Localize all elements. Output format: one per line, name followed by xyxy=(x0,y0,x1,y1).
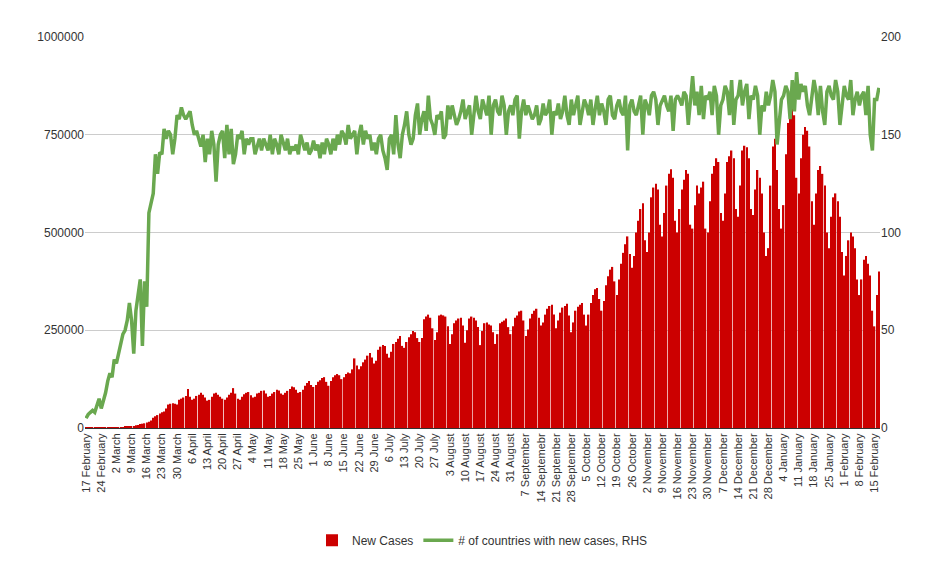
svg-text:New Cases: New Cases xyxy=(352,534,413,548)
svg-text:# of countries with new cases,: # of countries with new cases, RHS xyxy=(458,534,647,548)
svg-text:21 December: 21 December xyxy=(747,433,759,499)
svg-text:19 October: 19 October xyxy=(610,433,622,488)
svg-text:150: 150 xyxy=(881,128,901,142)
svg-text:20 April: 20 April xyxy=(216,433,228,470)
svg-text:8 June: 8 June xyxy=(322,433,334,466)
svg-text:17 February: 17 February xyxy=(80,433,92,493)
svg-text:10 August: 10 August xyxy=(459,433,471,482)
svg-text:750000: 750000 xyxy=(44,128,84,142)
svg-text:6 April: 6 April xyxy=(186,433,198,464)
svg-text:0: 0 xyxy=(77,421,84,435)
svg-text:24 August: 24 August xyxy=(489,433,501,482)
svg-text:28 December: 28 December xyxy=(762,433,774,499)
svg-text:8 February: 8 February xyxy=(853,433,865,487)
svg-text:23 March: 23 March xyxy=(155,433,167,479)
svg-text:9 March: 9 March xyxy=(125,433,137,473)
svg-text:3 August: 3 August xyxy=(444,433,456,476)
svg-text:50: 50 xyxy=(881,323,895,337)
svg-text:5 October: 5 October xyxy=(580,433,592,482)
svg-text:250000: 250000 xyxy=(44,323,84,337)
svg-text:11 January: 11 January xyxy=(792,433,804,487)
svg-text:2 November: 2 November xyxy=(641,433,653,493)
svg-text:15 February: 15 February xyxy=(868,433,880,493)
svg-text:20 July: 20 July xyxy=(413,433,425,468)
svg-text:1 June: 1 June xyxy=(307,433,319,466)
svg-text:29 June: 29 June xyxy=(368,433,380,472)
svg-text:2 March: 2 March xyxy=(110,433,122,473)
svg-text:24 February: 24 February xyxy=(95,433,107,493)
svg-text:30 March: 30 March xyxy=(171,433,183,479)
svg-text:18 January: 18 January xyxy=(808,433,820,488)
svg-text:14 December: 14 December xyxy=(732,433,744,499)
svg-text:16 March: 16 March xyxy=(140,433,152,479)
svg-text:22 June: 22 June xyxy=(353,433,365,472)
svg-text:14 Septemebr: 14 Septemebr xyxy=(535,433,547,502)
svg-text:500000: 500000 xyxy=(44,226,84,240)
svg-text:31 August: 31 August xyxy=(504,433,516,482)
svg-text:6 July: 6 July xyxy=(383,433,395,462)
svg-text:15 June: 15 June xyxy=(337,433,349,472)
svg-text:23 November: 23 November xyxy=(686,433,698,499)
svg-text:12 October: 12 October xyxy=(595,433,607,488)
svg-text:7 December: 7 December xyxy=(717,433,729,493)
svg-text:21 September: 21 September xyxy=(550,433,562,502)
svg-text:28 September: 28 September xyxy=(565,433,577,502)
svg-text:26 October: 26 October xyxy=(626,433,638,488)
svg-text:13 July: 13 July xyxy=(398,433,410,468)
svg-text:200: 200 xyxy=(881,30,901,44)
svg-text:100: 100 xyxy=(881,226,901,240)
svg-text:1 February: 1 February xyxy=(838,433,850,487)
svg-text:18 May: 18 May xyxy=(277,433,289,470)
svg-text:27 April: 27 April xyxy=(231,433,243,470)
svg-text:16 November: 16 November xyxy=(671,433,683,499)
svg-text:13 April: 13 April xyxy=(201,433,213,470)
svg-text:17 August: 17 August xyxy=(474,433,486,482)
svg-text:0: 0 xyxy=(881,421,888,435)
svg-text:25 May: 25 May xyxy=(292,433,304,470)
svg-text:27 July: 27 July xyxy=(428,433,440,468)
svg-text:25 January: 25 January xyxy=(823,433,835,488)
svg-text:4 January: 4 January xyxy=(777,433,789,482)
svg-text:4 May: 4 May xyxy=(246,433,258,463)
svg-text:11 May: 11 May xyxy=(262,433,274,469)
svg-text:30 November: 30 November xyxy=(701,433,713,499)
svg-text:7 September: 7 September xyxy=(519,433,531,496)
svg-text:9 November: 9 November xyxy=(656,433,668,493)
svg-text:1000000: 1000000 xyxy=(37,30,84,44)
